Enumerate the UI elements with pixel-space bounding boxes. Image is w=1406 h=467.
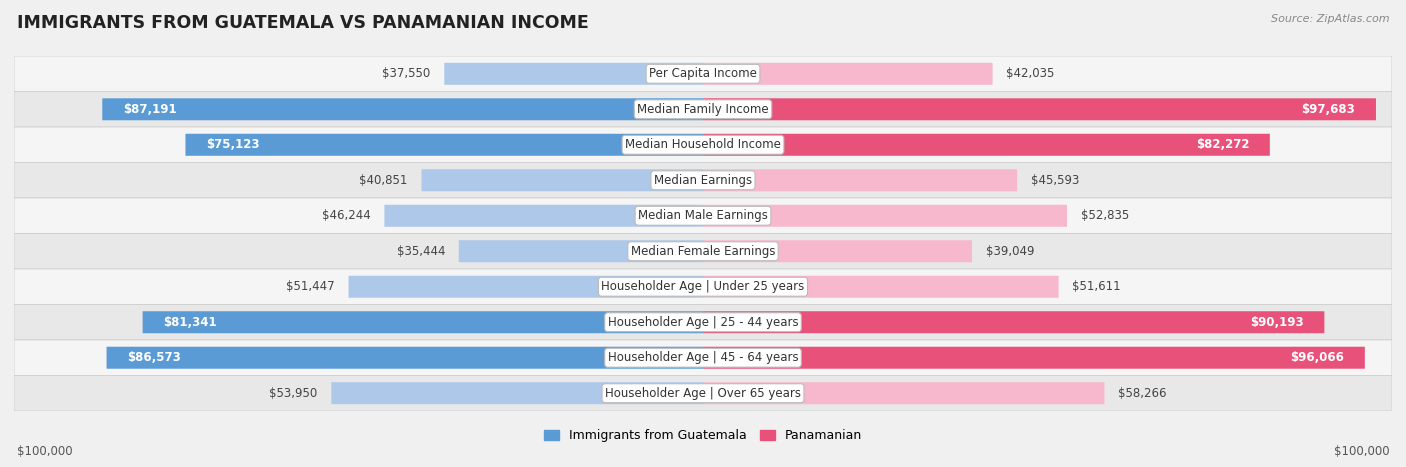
FancyBboxPatch shape (14, 56, 1392, 92)
FancyBboxPatch shape (14, 269, 1392, 304)
Text: $87,191: $87,191 (122, 103, 177, 116)
FancyBboxPatch shape (103, 98, 703, 120)
Text: Median Household Income: Median Household Income (626, 138, 780, 151)
FancyBboxPatch shape (703, 311, 1324, 333)
Text: Householder Age | Over 65 years: Householder Age | Over 65 years (605, 387, 801, 400)
Text: $45,593: $45,593 (1031, 174, 1080, 187)
Text: $53,950: $53,950 (270, 387, 318, 400)
Text: $35,444: $35,444 (396, 245, 446, 258)
FancyBboxPatch shape (107, 347, 703, 369)
Text: $46,244: $46,244 (322, 209, 371, 222)
Legend: Immigrants from Guatemala, Panamanian: Immigrants from Guatemala, Panamanian (540, 425, 866, 447)
Text: $51,611: $51,611 (1073, 280, 1121, 293)
Text: $81,341: $81,341 (163, 316, 217, 329)
FancyBboxPatch shape (703, 134, 1270, 156)
Text: Median Family Income: Median Family Income (637, 103, 769, 116)
Text: $82,272: $82,272 (1195, 138, 1249, 151)
FancyBboxPatch shape (14, 375, 1392, 411)
FancyBboxPatch shape (703, 347, 1365, 369)
Text: $58,266: $58,266 (1118, 387, 1167, 400)
Text: $96,066: $96,066 (1291, 351, 1344, 364)
FancyBboxPatch shape (703, 382, 1105, 404)
Text: $52,835: $52,835 (1081, 209, 1129, 222)
Text: Householder Age | Under 25 years: Householder Age | Under 25 years (602, 280, 804, 293)
Text: $97,683: $97,683 (1302, 103, 1355, 116)
Text: Source: ZipAtlas.com: Source: ZipAtlas.com (1271, 14, 1389, 24)
FancyBboxPatch shape (703, 205, 1067, 227)
FancyBboxPatch shape (142, 311, 703, 333)
FancyBboxPatch shape (458, 240, 703, 262)
FancyBboxPatch shape (332, 382, 703, 404)
Text: $100,000: $100,000 (17, 445, 73, 458)
Text: Per Capita Income: Per Capita Income (650, 67, 756, 80)
FancyBboxPatch shape (349, 276, 703, 298)
FancyBboxPatch shape (14, 304, 1392, 340)
FancyBboxPatch shape (14, 340, 1392, 375)
FancyBboxPatch shape (14, 92, 1392, 127)
FancyBboxPatch shape (444, 63, 703, 85)
Text: $39,049: $39,049 (986, 245, 1035, 258)
FancyBboxPatch shape (384, 205, 703, 227)
FancyBboxPatch shape (703, 276, 1059, 298)
Text: $86,573: $86,573 (127, 351, 181, 364)
Text: Median Female Earnings: Median Female Earnings (631, 245, 775, 258)
Text: $40,851: $40,851 (360, 174, 408, 187)
FancyBboxPatch shape (422, 169, 703, 191)
FancyBboxPatch shape (703, 169, 1017, 191)
Text: Householder Age | 45 - 64 years: Householder Age | 45 - 64 years (607, 351, 799, 364)
Text: Median Male Earnings: Median Male Earnings (638, 209, 768, 222)
FancyBboxPatch shape (14, 163, 1392, 198)
FancyBboxPatch shape (14, 234, 1392, 269)
FancyBboxPatch shape (186, 134, 703, 156)
Text: $37,550: $37,550 (382, 67, 430, 80)
Text: $51,447: $51,447 (287, 280, 335, 293)
Text: Median Earnings: Median Earnings (654, 174, 752, 187)
FancyBboxPatch shape (14, 127, 1392, 163)
Text: IMMIGRANTS FROM GUATEMALA VS PANAMANIAN INCOME: IMMIGRANTS FROM GUATEMALA VS PANAMANIAN … (17, 14, 589, 32)
FancyBboxPatch shape (703, 240, 972, 262)
FancyBboxPatch shape (703, 98, 1376, 120)
Text: Householder Age | 25 - 44 years: Householder Age | 25 - 44 years (607, 316, 799, 329)
FancyBboxPatch shape (14, 198, 1392, 234)
FancyBboxPatch shape (703, 63, 993, 85)
Text: $90,193: $90,193 (1250, 316, 1303, 329)
Text: $100,000: $100,000 (1333, 445, 1389, 458)
Text: $75,123: $75,123 (207, 138, 260, 151)
Text: $42,035: $42,035 (1007, 67, 1054, 80)
